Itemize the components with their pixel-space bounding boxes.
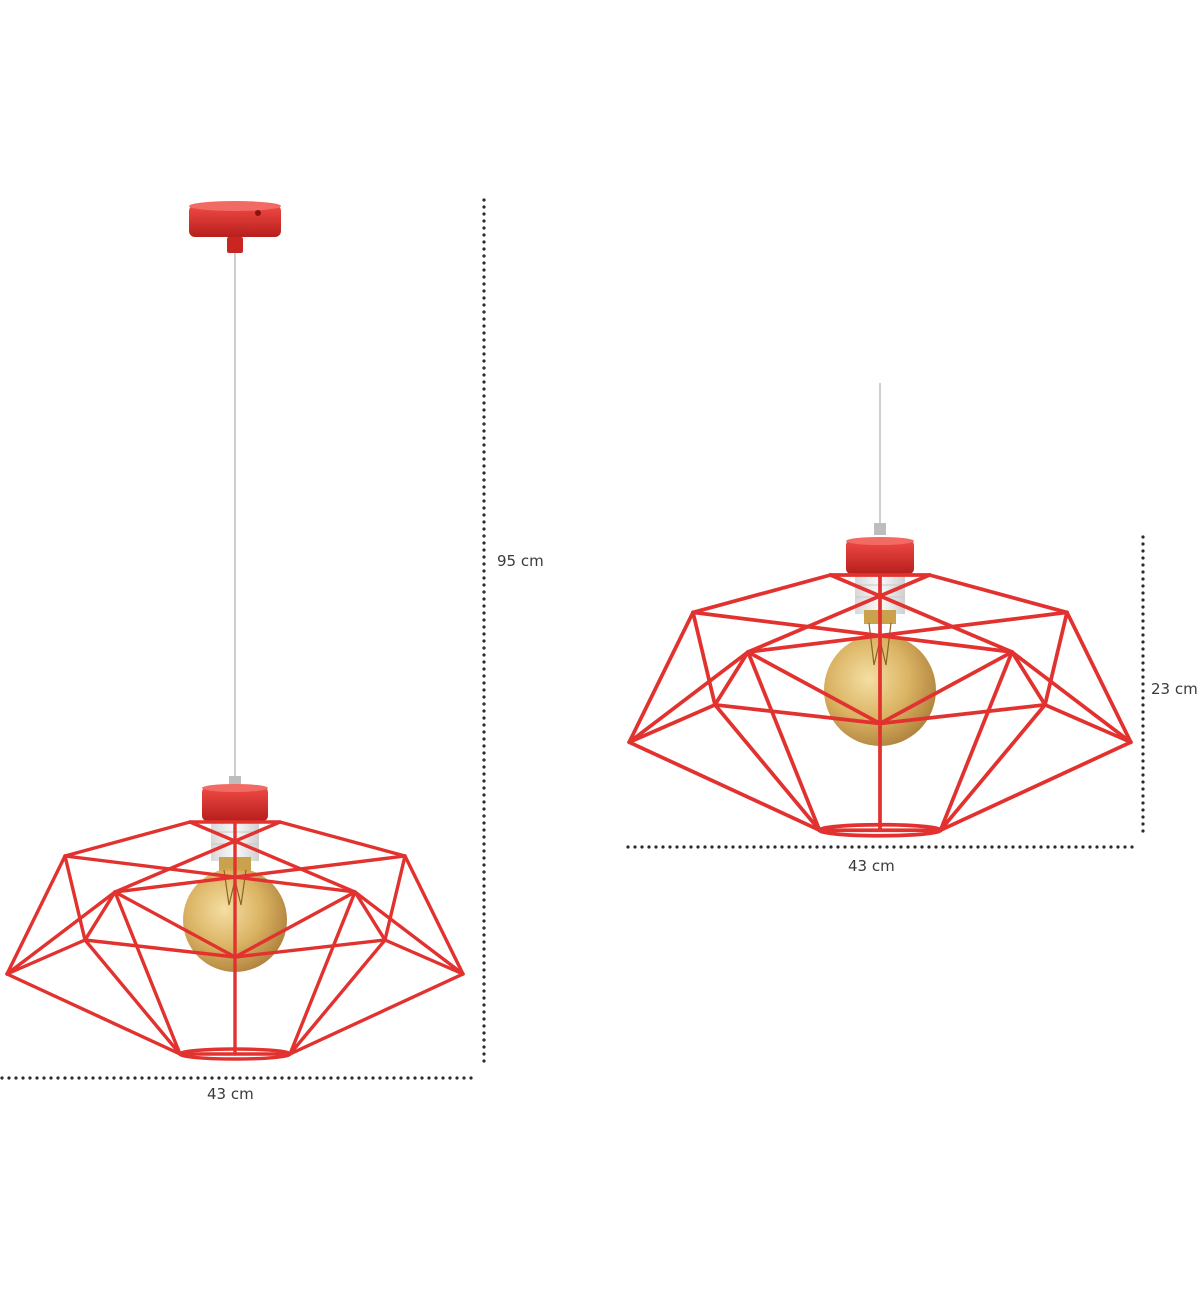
frame-wire <box>1043 702 1133 745</box>
frame-wire <box>113 854 407 894</box>
frame-wire <box>353 890 387 942</box>
frame-wire <box>113 820 282 894</box>
frame-wire <box>746 650 882 726</box>
frame-wire <box>878 702 1047 726</box>
frame-wire <box>113 890 237 959</box>
shade-height-label: 23 cm <box>1151 680 1198 698</box>
frame-wire <box>383 854 407 942</box>
frame-wire <box>691 610 1014 654</box>
frame-wire <box>288 972 465 1056</box>
frame-wire <box>5 854 67 976</box>
frame-wire <box>1010 650 1047 707</box>
frame-wire <box>288 890 357 1056</box>
frame-wire <box>233 890 357 959</box>
frame-wire <box>83 890 117 942</box>
frame-wire <box>938 702 1047 833</box>
wire-frame-shade <box>5 820 465 1061</box>
dimension-lines <box>0 198 1145 1080</box>
frame-wire <box>1065 610 1133 745</box>
shade-width-label: 43 cm <box>848 857 895 875</box>
frame-bottom-ring <box>817 822 943 838</box>
frame-wire <box>288 938 387 1056</box>
frame-wire <box>1010 650 1133 745</box>
frame-wire <box>746 573 932 654</box>
frame-wire <box>713 650 750 707</box>
frame-wire <box>5 972 182 1056</box>
frame-wire <box>5 890 117 976</box>
frame-wire <box>188 820 357 894</box>
frame-wire <box>713 702 822 833</box>
frame-wire <box>353 890 465 976</box>
pendant-lamp-with-canopy-icon <box>5 201 465 1061</box>
frame-wire <box>113 890 182 1056</box>
frame-wire <box>83 938 237 959</box>
frame-wire <box>691 573 833 615</box>
frame-bottom-ring <box>178 1047 292 1061</box>
frame-wire <box>828 573 1014 654</box>
full-width-label: 43 cm <box>207 1085 254 1103</box>
frame-wire <box>627 650 750 745</box>
frame-wire <box>713 702 882 726</box>
frame-wire <box>278 820 407 858</box>
frame-wire <box>938 650 1014 833</box>
frame-wire <box>927 573 1069 615</box>
wire-frame-shade-right <box>627 573 1133 838</box>
full-height-label: 95 cm <box>497 552 544 570</box>
pendant-lamp-shade-icon <box>627 383 1133 838</box>
frame-wire <box>627 702 717 745</box>
frame-wire <box>233 938 387 959</box>
frame-wire <box>746 610 1069 654</box>
frame-wire <box>5 938 87 976</box>
frame-wire <box>1043 610 1069 707</box>
frame-wire <box>878 650 1014 726</box>
frame-wire <box>383 938 465 976</box>
frame-wire <box>627 740 822 833</box>
frame-wire <box>63 820 192 858</box>
frame-wire <box>746 650 822 833</box>
frame-wire <box>83 938 182 1056</box>
frame-wire <box>938 740 1133 833</box>
frame-wire <box>627 610 695 745</box>
ceiling-canopy <box>189 201 281 253</box>
frame-wire <box>63 854 87 942</box>
frame-wire <box>403 854 465 976</box>
frame-wire <box>691 610 717 707</box>
frame-wire <box>63 854 357 894</box>
